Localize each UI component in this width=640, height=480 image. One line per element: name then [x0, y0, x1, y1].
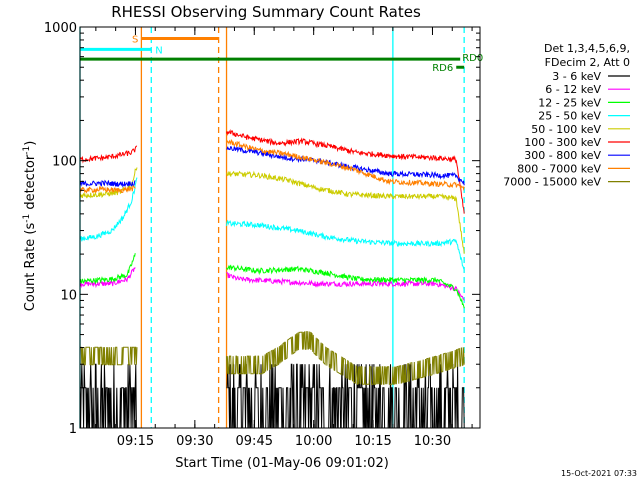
y-tick-label-0: 1: [69, 422, 77, 437]
series-line-1-seg1: [79, 267, 136, 289]
series-line-4-seg2: [226, 170, 465, 254]
series-line-5-seg2: [226, 128, 465, 214]
legend-entry-6: 300 - 800 keV: [524, 149, 601, 162]
series-line-8-seg2: [226, 331, 465, 385]
legend-entry-2: 12 - 25 keV: [538, 96, 601, 109]
y-axis-label-main: Count Rate (s: [23, 223, 38, 312]
annotation-bars: S N RD0 RD6: [80, 35, 483, 74]
series-line-8-seg1: [80, 346, 138, 366]
x-axis-label: Start Time (01-May-06 09:01:02): [175, 456, 389, 471]
series-line-1-seg2: [226, 271, 465, 301]
x-tick-label-3: 10:00: [295, 434, 332, 449]
legend: Det 1,3,4,5,6,9,FDecim 2, Att 03 - 6 keV…: [503, 42, 630, 189]
legend-entry-5: 100 - 300 keV: [524, 136, 601, 149]
legend-entry-7: 800 - 7000 keV: [517, 162, 601, 175]
y-axis-label-end: ): [23, 141, 38, 146]
series-lines: [79, 128, 465, 429]
legend-header-0: Det 1,3,4,5,6,9,: [544, 42, 630, 55]
legend-entry-8: 7000 - 15000 keV: [503, 176, 601, 189]
x-tick-label-4: 10:15: [354, 434, 391, 449]
series-line-3-seg1: [79, 177, 138, 242]
svg-text:Count Rate (s-1 detector-1): Count Rate (s-1 detector-1): [22, 141, 38, 312]
y-axis-label-sup1: -1: [22, 214, 32, 223]
legend-entry-3: 25 - 50 keV: [538, 110, 601, 123]
annotation-label-RD6: RD6: [432, 63, 453, 74]
annotation-label-N: N: [155, 45, 162, 56]
annotation-label-S: S: [132, 35, 138, 46]
series-line-0-seg1: [79, 363, 137, 429]
legend-entry-4: 50 - 100 keV: [531, 123, 601, 136]
x-tick-label-0: 09:15: [117, 434, 154, 449]
y-tick-label-2: 100: [52, 155, 77, 170]
series-line-5-seg1: [79, 145, 138, 164]
y-tick-label-1: 10: [60, 288, 77, 303]
series-line-3-seg2: [226, 219, 465, 271]
series-line-2-seg2: [226, 264, 465, 309]
x-tick-label-5: 10:30: [414, 434, 451, 449]
series-line-6-seg2: [226, 146, 465, 186]
series-line-7-seg1: [79, 185, 136, 194]
series-line-2-seg1: [79, 253, 136, 285]
footer-date: 15-Oct-2021 07:33: [561, 469, 637, 478]
y-tick-label-3: 1000: [44, 21, 77, 36]
y-axis-label-sup2: -1: [22, 146, 32, 155]
annotation-label-RD0: RD0: [462, 53, 483, 64]
y-axis-label-mid: detector: [23, 154, 38, 214]
x-tick-label-1: 09:30: [176, 434, 213, 449]
x-tick-label-2: 09:45: [236, 434, 273, 449]
legend-entry-1: 6 - 12 keV: [545, 83, 601, 96]
axes: 1 10 100 1000 09:15 09:30 09:45 10:00 10:15 10:30: [44, 21, 481, 449]
plot-frame: [79, 26, 481, 429]
series-line-7-seg2: [226, 138, 465, 192]
y-axis-label: Count Rate (s-1 detector-1): [22, 141, 38, 312]
series-line-6-seg1: [79, 179, 136, 188]
chart-title: RHESSI Observing Summary Count Rates: [111, 3, 421, 21]
legend-entry-0: 3 - 6 keV: [552, 70, 601, 83]
legend-header-1: FDecim 2, Att 0: [545, 56, 630, 69]
